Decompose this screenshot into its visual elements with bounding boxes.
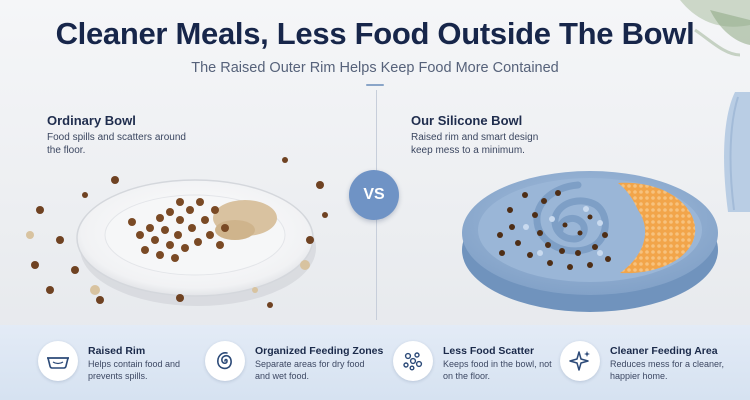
feature-description: Helps contain food and prevents spills. <box>88 359 181 381</box>
page-title: Cleaner Meals, Less Food Outside The Bow… <box>55 16 695 51</box>
scatter-dots-icon <box>393 341 433 381</box>
feature-title: Cleaner Feeding Area <box>610 345 718 357</box>
silicone-bowl-description: Raised rim and smart design keep mess to… <box>411 132 539 156</box>
towel-decoration <box>724 92 750 212</box>
ordinary-bowl-title: Ordinary Bowl <box>47 113 136 128</box>
ordinary-bowl-description: Food spills and scatters around the floo… <box>47 132 186 156</box>
feature-description: Separate areas for dry food and wet food… <box>255 359 365 381</box>
title-underline <box>366 84 384 86</box>
page-subtitle: The Raised Outer Rim Helps Keep Food Mor… <box>191 60 559 76</box>
silicone-bowl-image <box>462 171 718 312</box>
feature-title: Raised Rim <box>88 345 146 357</box>
vs-badge: VS <box>349 170 399 220</box>
sparkle-clean-icon <box>560 341 600 381</box>
feature-description: Reduces mess for a cleaner, happier home… <box>610 359 725 381</box>
feature-description: Keeps food in the bowl, not on the floor… <box>443 359 552 381</box>
plant-decoration <box>680 0 750 57</box>
raised-rim-dish-icon <box>38 341 78 381</box>
feature-title: Less Food Scatter <box>443 345 535 357</box>
feature-bar: Raised Rim Helps contain food and preven… <box>0 325 750 400</box>
feature-title: Organized Feeding Zones <box>255 345 384 357</box>
ordinary-bowl-image <box>26 157 328 308</box>
silicone-bowl-title: Our Silicone Bowl <box>411 113 523 128</box>
spiral-zones-icon <box>205 341 245 381</box>
